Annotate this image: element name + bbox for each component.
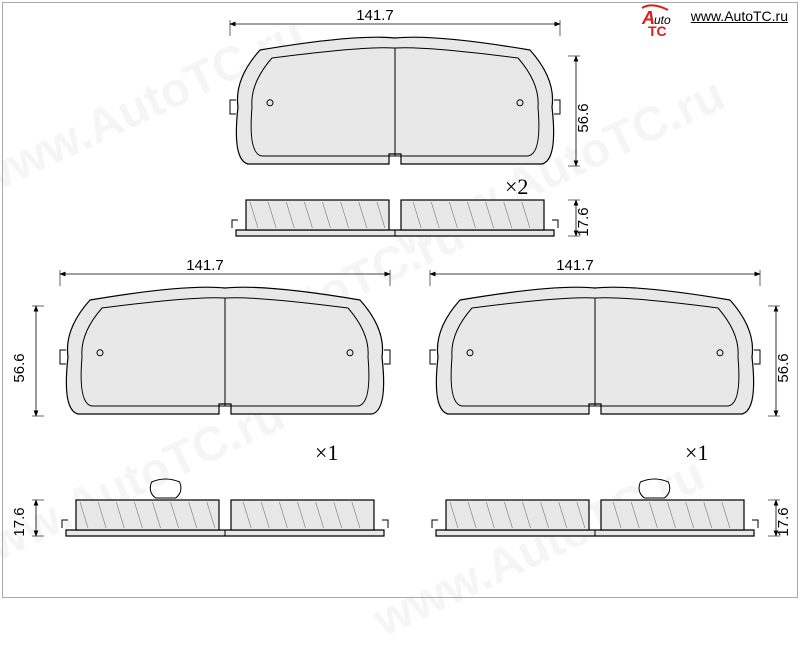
ear-right	[754, 350, 760, 364]
logo-tc-text: TC	[648, 23, 667, 36]
wear-indicator-clip	[150, 479, 181, 498]
ear-tab	[62, 520, 68, 528]
technical-drawing-svg: 141.7 56.6 17.6 ×2 141.7 56.6 17.6 ×1 141.7 56.6 1…	[0, 0, 800, 600]
quantity-label: ×1	[315, 440, 338, 465]
dim-height-label: 56.6	[11, 353, 28, 382]
dim-height-label: 56.6	[775, 353, 792, 382]
quantity-label: ×1	[685, 440, 708, 465]
ear-tab	[752, 520, 758, 528]
logo: A uto TC	[640, 4, 690, 41]
site-url-link[interactable]: www.AutoTC.ru	[691, 8, 788, 24]
friction-left	[446, 500, 589, 530]
ear-right	[554, 100, 560, 114]
friction-left	[246, 200, 389, 230]
ear-tab	[552, 220, 558, 228]
dim-thick-label: 17.6	[575, 207, 592, 236]
wear-indicator-clip	[639, 479, 670, 498]
ear-tab	[432, 520, 438, 528]
dim-width-label: 141.7	[356, 7, 394, 24]
drawing-content: 141.7 56.6 17.6 ×2 141.7 56.6 17.6 ×1 141.7 56.6 1…	[0, 0, 800, 600]
friction-left	[76, 500, 219, 530]
ear-left	[430, 350, 436, 364]
ear-left	[60, 350, 66, 364]
quantity-label: ×2	[505, 174, 528, 199]
dim-thick-label: 17.6	[775, 507, 792, 536]
dim-height-label: 56.6	[575, 103, 592, 132]
ear-right	[384, 350, 390, 364]
ear-tab	[232, 220, 238, 228]
logo-svg: A uto TC	[640, 4, 690, 36]
dim-width-label: 141.7	[556, 257, 594, 274]
ear-tab	[382, 520, 388, 528]
dim-thick-label: 17.6	[11, 507, 28, 536]
ear-left	[230, 100, 236, 114]
dim-width-label: 141.7	[186, 257, 224, 274]
